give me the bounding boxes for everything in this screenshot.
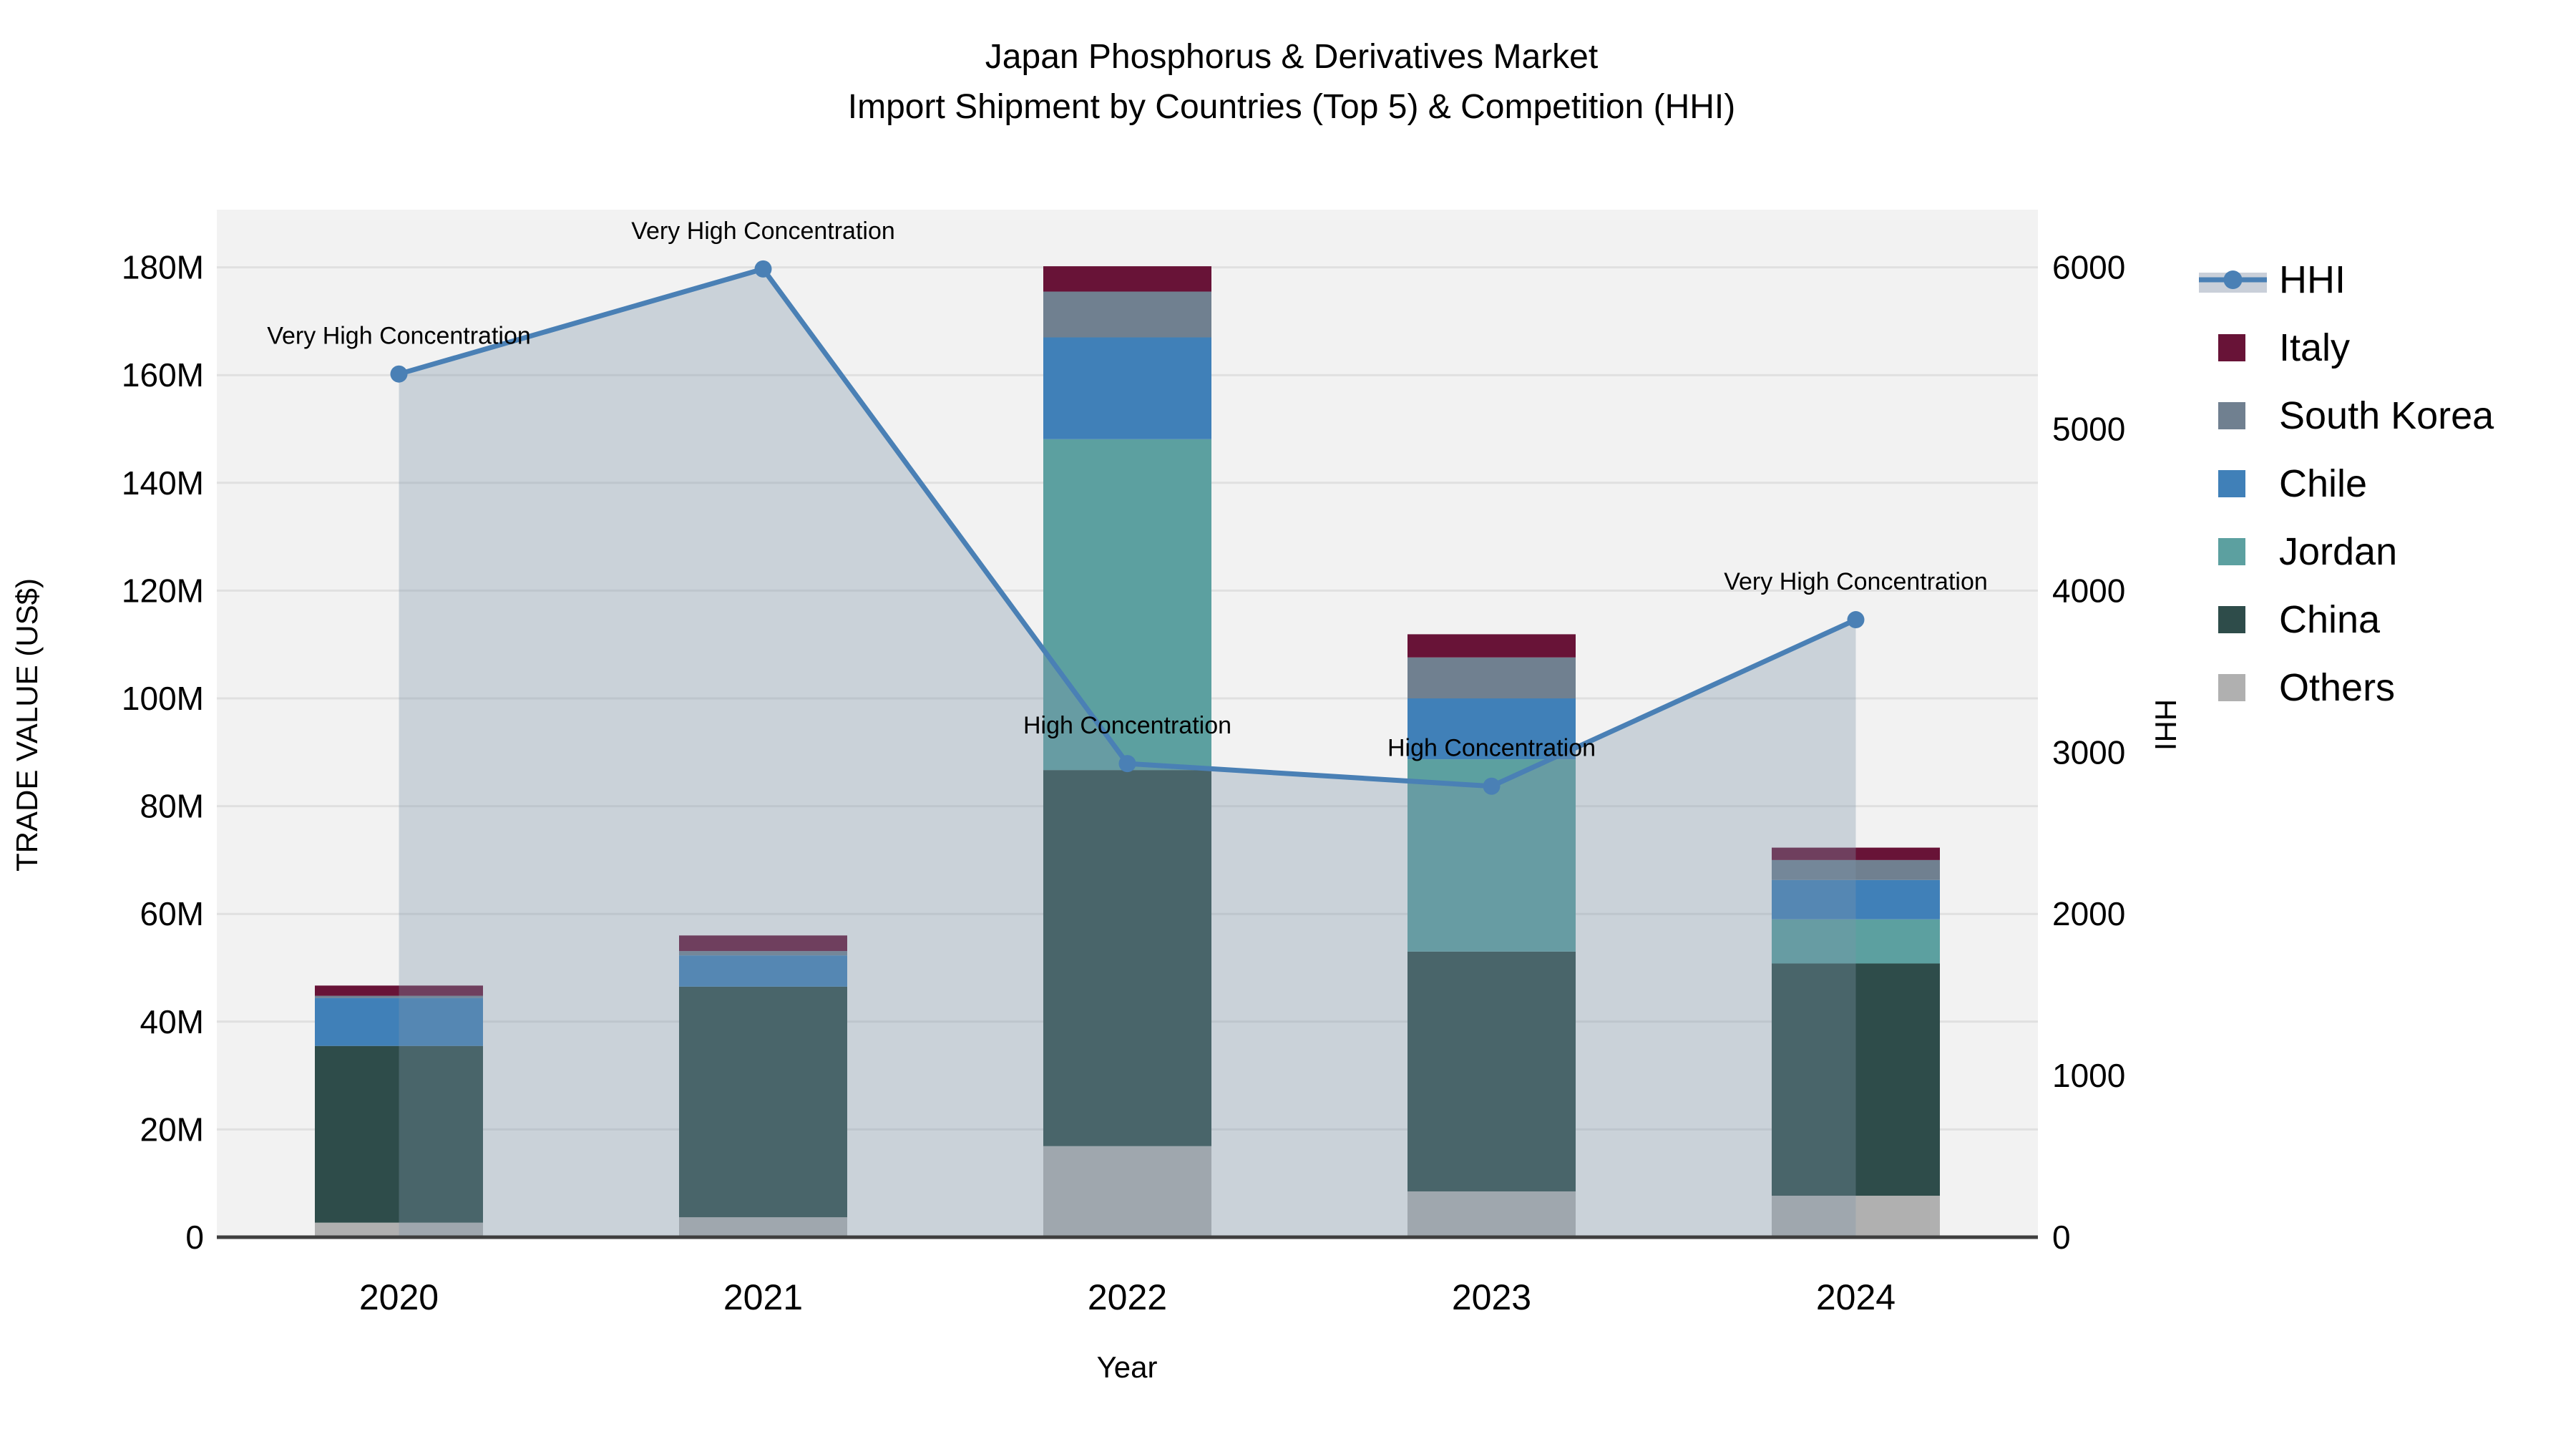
legend-item-china[interactable]: China [2218, 598, 2381, 641]
annotation-2021: Very High Concentration [631, 218, 895, 245]
legend-swatch-others [2218, 674, 2245, 701]
legend-item-hhi[interactable]: HHI [2199, 258, 2346, 301]
y-right-tick-2000: 2000 [2052, 895, 2125, 932]
bar-2021-italy[interactable] [679, 935, 847, 952]
bar-2024-jordan[interactable] [1772, 919, 1940, 964]
bar-2024-china[interactable] [1772, 963, 1940, 1196]
y-right-tick-4000: 4000 [2052, 572, 2125, 609]
annotation-2022: High Concentration [1023, 712, 1231, 739]
legend-item-jordan[interactable]: Jordan [2218, 530, 2397, 573]
chart-title-line1: Japan Phosphorus & Derivatives Market [985, 38, 1598, 76]
bar-2023-south-korea[interactable] [1407, 657, 1576, 698]
y-left-tick-20M: 20M [140, 1111, 204, 1148]
legend-swatch-china [2218, 606, 2245, 633]
y-left-tick-40M: 40M [140, 1003, 204, 1040]
tick-label-layer: 0 20M 40M 60M 80M 100M 120M 140M 160M 180M 0 1000 20… [122, 249, 2125, 1317]
hhi-marker-2024[interactable] [1847, 611, 1865, 629]
hhi-area-layer [399, 268, 1856, 1237]
y-left-tick-180M: 180M [122, 249, 204, 286]
bar-2024-italy[interactable] [1772, 847, 1940, 860]
bar-2024-others[interactable] [1772, 1196, 1940, 1237]
legend-label-jordan: Jordan [2279, 530, 2397, 573]
hhi-marker-2021[interactable] [754, 260, 772, 278]
legend-swatch-chile [2218, 470, 2245, 497]
bar-2020-china[interactable] [315, 1045, 483, 1223]
x-tick-2022: 2022 [1088, 1277, 1167, 1317]
chart-title-line2: Import Shipment by Countries (Top 5) & C… [848, 88, 1735, 126]
legend-item-south-korea[interactable]: South Korea [2218, 394, 2494, 437]
y-right-tick-0: 0 [2052, 1219, 2071, 1256]
bar-2022-jordan[interactable] [1043, 439, 1211, 771]
hhi-line-layer [390, 260, 1865, 795]
x-tick-2020: 2020 [359, 1277, 439, 1317]
bar-2020-italy[interactable] [315, 985, 483, 996]
y-left-tick-80M: 80M [140, 788, 204, 825]
bar-2020-others[interactable] [315, 1222, 483, 1237]
legend-label-italy: Italy [2279, 326, 2350, 369]
annotation-2024: Very High Concentration [1724, 568, 1988, 595]
x-tick-2023: 2023 [1452, 1277, 1531, 1317]
bar-2024-south-korea[interactable] [1772, 859, 1940, 880]
x-tick-2024: 2024 [1816, 1277, 1896, 1317]
bar-2020-south-korea[interactable] [315, 995, 483, 998]
legend-item-chile[interactable]: Chile [2218, 462, 2367, 505]
bar-2024-chile[interactable] [1772, 879, 1940, 919]
y-left-tick-0: 0 [185, 1219, 204, 1256]
annotation-layer: Very High Concentration Very High Concent… [267, 218, 1988, 762]
hhi-marker-2020[interactable] [390, 365, 408, 383]
bar-2022-china[interactable] [1043, 770, 1211, 1146]
bar-2022-chile[interactable] [1043, 337, 1211, 439]
stacked-bars-layer [315, 266, 1940, 1237]
hhi-marker-2022[interactable] [1118, 755, 1136, 773]
bar-2022-south-korea[interactable] [1043, 291, 1211, 338]
y-right-tick-5000: 5000 [2052, 411, 2125, 448]
bar-2021-south-korea[interactable] [679, 951, 847, 956]
legend-swatch-italy [2218, 334, 2245, 361]
y-left-tick-140M: 140M [122, 464, 204, 502]
annotation-2023: High Concentration [1387, 735, 1596, 762]
y-right-tick-6000: 6000 [2052, 249, 2125, 286]
y-right-tick-3000: 3000 [2052, 733, 2125, 771]
bar-2023-china[interactable] [1407, 951, 1576, 1191]
bar-2020-chile[interactable] [315, 997, 483, 1046]
y-left-tick-100M: 100M [122, 680, 204, 717]
bar-2023-chile[interactable] [1407, 698, 1576, 760]
legend-label-china: China [2279, 598, 2381, 641]
y-right-tick-1000: 1000 [2052, 1057, 2125, 1094]
y-left-tick-160M: 160M [122, 356, 204, 394]
legend-swatch-jordan [2218, 538, 2245, 565]
bar-2021-others[interactable] [679, 1217, 847, 1237]
y-left-tick-120M: 120M [122, 572, 204, 609]
bar-2022-italy[interactable] [1043, 266, 1211, 292]
bar-2022-others[interactable] [1043, 1146, 1211, 1237]
y-left-axis-title: TRADE VALUE (US$) [10, 578, 44, 872]
legend-label-chile: Chile [2279, 462, 2367, 505]
hhi-marker-2023[interactable] [1483, 777, 1501, 795]
legend-label-south-korea: South Korea [2279, 394, 2494, 437]
legend-label-others: Others [2279, 666, 2395, 709]
y-right-axis-title: HHI [2149, 699, 2182, 751]
bar-2021-china[interactable] [679, 986, 847, 1218]
bar-2023-italy[interactable] [1407, 634, 1576, 658]
legend-label-hhi: HHI [2279, 258, 2346, 301]
legend: HHI Italy South Korea Chile Jordan China Other… [2199, 258, 2494, 709]
x-tick-2021: 2021 [723, 1277, 803, 1317]
bar-2023-others[interactable] [1407, 1191, 1576, 1237]
x-axis-title: Year [1097, 1350, 1158, 1384]
hhi-area-fill [399, 268, 1856, 1237]
legend-item-others[interactable]: Others [2218, 666, 2395, 709]
bar-2021-chile[interactable] [679, 955, 847, 987]
legend-swatch-south-korea [2218, 402, 2245, 429]
legend-item-italy[interactable]: Italy [2218, 326, 2350, 369]
y-left-tick-60M: 60M [140, 895, 204, 932]
annotation-2020: Very High Concentration [267, 323, 531, 350]
hhi-legend-marker-icon [2223, 270, 2243, 289]
